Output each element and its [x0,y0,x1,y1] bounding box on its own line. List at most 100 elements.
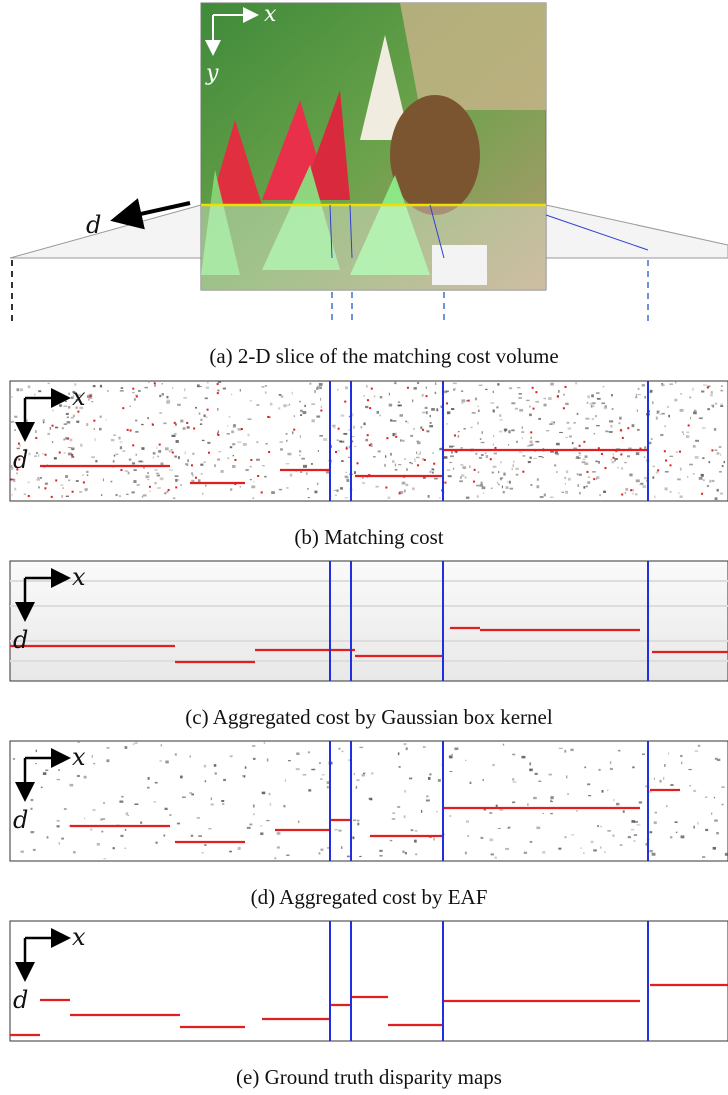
cost-speckle [244,775,245,777]
cost-speckle [642,754,645,755]
cost-speckle [402,482,406,485]
cost-speckle [13,479,15,482]
min-point [522,471,524,473]
cost-speckle [280,448,283,450]
cost-speckle [283,404,286,407]
min-point [71,454,73,456]
min-point [490,458,492,460]
cost-speckle [701,474,704,477]
cost-speckle [397,806,400,807]
cost-speckle [387,497,390,499]
cost-speckle [575,382,576,384]
cost-speckle [159,760,162,761]
cost-speckle [538,456,542,457]
cost-speckle [47,836,49,839]
cost-speckle [405,852,407,854]
cost-speckle [699,417,703,419]
cost-speckle [415,830,418,831]
min-point [399,492,401,494]
cost-speckle [428,777,431,780]
cost-speckle [402,851,404,853]
min-point [93,420,95,422]
cost-speckle [320,849,323,851]
cost-speckle [12,494,13,495]
cost-speckle [414,387,417,389]
cost-speckle [338,830,341,832]
cost-speckle [631,820,634,823]
axis-label: y [205,61,219,86]
cost-speckle [452,754,453,755]
cost-speckle [120,441,123,442]
cost-speckle [715,403,717,405]
cost-speckle [287,405,289,406]
cost-speckle [359,747,363,748]
cost-speckle [701,390,704,392]
cost-speckle [93,763,95,764]
min-point [191,464,193,466]
cost-speckle [450,771,453,772]
cost-speckle [306,472,308,475]
cost-speckle [206,387,209,389]
cost-speckle [321,406,322,408]
cost-speckle [410,435,413,437]
cost-speckle [492,472,494,474]
min-point [446,402,448,404]
cost-speckle [526,400,530,401]
cost-speckle [66,413,69,415]
cost-speckle [538,781,541,782]
min-point [395,436,397,438]
cost-speckle [76,480,79,482]
cost-speckle [516,441,518,443]
cost-speckle [348,429,350,430]
cost-speckle [202,493,203,495]
cost-speckle [661,383,663,384]
cost-speckle [153,456,154,458]
min-point [122,407,124,409]
cost-speckle [681,762,682,764]
cost-speckle [665,471,669,472]
min-point [386,437,388,439]
cost-speckle [450,455,454,457]
cost-speckle [41,787,43,789]
cost-speckle [665,426,666,427]
cost-speckle [280,441,283,442]
cost-speckle [485,452,487,454]
cost-speckle [126,812,129,815]
cost-speckle [687,476,688,477]
cost-speckle [509,481,511,484]
cost-speckle [527,445,529,446]
cost-speckle [91,401,93,402]
cost-speckle [607,830,611,831]
cost-speckle [646,843,648,846]
cost-speckle [223,388,226,390]
cost-speckle [286,433,288,434]
cost-speckle [461,399,465,402]
cost-speckle [485,389,487,390]
cost-speckle [636,479,640,482]
cost-speckle [404,458,405,459]
cost-speckle [196,817,200,819]
cost-speckle [303,465,307,468]
cost-speckle [703,479,704,481]
cost-speckle [512,754,515,756]
cost-speckle [300,410,303,412]
cost-speckle [522,426,523,429]
min-point [250,459,252,461]
cost-speckle [530,484,532,485]
cost-speckle [107,390,108,391]
cost-speckle [65,437,67,440]
cost-speckle [17,388,20,391]
cost-speckle [314,491,317,494]
cost-speckle [240,486,241,487]
cost-speckle [319,762,320,764]
cost-speckle [720,403,722,405]
cost-speckle [465,852,467,855]
cost-speckle [121,387,123,389]
min-point [679,451,681,453]
figure: x y d (a) 2-D slice of the matching cost… [0,0,728,1095]
cost-speckle [632,489,634,491]
cost-speckle [279,489,282,490]
cost-speckle [376,486,379,488]
cost-speckle [536,485,539,488]
cost-speckle [240,389,241,392]
